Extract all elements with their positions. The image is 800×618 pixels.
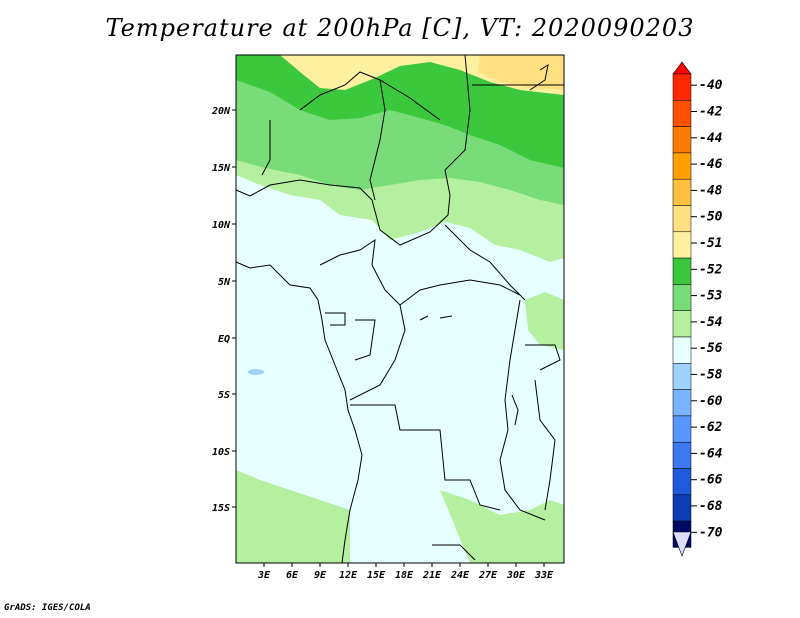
lon-label: 33E [534, 570, 554, 581]
legend-label: -51 [699, 236, 722, 251]
legend-swatch [672, 152, 692, 180]
legend-label: -66 [699, 473, 723, 488]
legend-swatch [672, 126, 692, 154]
legend-swatch [672, 178, 692, 206]
border-line [235, 54, 471, 246]
map-title: Temperature at 200hPa [C], VT: 202009020… [105, 14, 695, 42]
lon-label: 3E [257, 570, 271, 581]
legend-label: -42 [699, 105, 723, 120]
lon-label: 21E [422, 570, 442, 581]
legend-swatch [672, 100, 692, 127]
coastline [235, 261, 363, 564]
legend-top-cap [672, 61, 692, 75]
fill-green-se [440, 490, 564, 563]
lon-label: 12E [339, 570, 358, 581]
lon-label: 24E [450, 570, 470, 581]
fill-blue-spot [248, 369, 264, 375]
lon-label: 6E [286, 570, 299, 581]
lon-ticks [263, 563, 545, 567]
lat-label: 10S [212, 447, 230, 458]
border-line [525, 344, 561, 371]
legend-swatch [672, 415, 692, 443]
border-line [354, 319, 376, 361]
legend-swatch [672, 73, 692, 101]
legend-swatch [672, 257, 692, 285]
lon-label: 9E [314, 570, 327, 581]
border-line [299, 71, 441, 121]
legend-bottom-cap [672, 531, 692, 557]
legend-label: -70 [699, 525, 723, 540]
border-line [261, 120, 271, 176]
legend-label: -52 [699, 262, 723, 277]
lat-ticks [232, 109, 236, 508]
legend-swatch [672, 310, 692, 338]
legend-label: -44 [699, 131, 723, 146]
legend-swatch [672, 336, 692, 364]
legend-swatch [672, 363, 692, 390]
legend-label: -50 [699, 210, 723, 225]
legend-swatch [672, 389, 692, 417]
legend-label: -56 [699, 341, 723, 356]
lon-labels: 3E 6E 9E 12E 15E 18E 21E 24E 27E 30E 33E [257, 570, 554, 581]
lat-labels: 20N 15N 10N 5N EQ 5S 10S 15S [211, 106, 231, 514]
lat-label: 10N [212, 220, 231, 231]
lat-label: 5S [218, 390, 230, 401]
border-line [529, 63, 549, 91]
legend-label: -64 [699, 446, 723, 461]
border-line [419, 315, 453, 321]
map-frame [235, 54, 565, 564]
lat-label: 15N [212, 163, 231, 174]
border-line [444, 224, 526, 301]
border-line [325, 312, 346, 326]
lat-label: EQ [218, 334, 230, 345]
legend-swatch [672, 441, 692, 469]
legend-swatch [672, 231, 692, 259]
lat-label: 15S [212, 503, 230, 514]
legend-swatch [672, 494, 692, 522]
lon-label: 15E [367, 570, 386, 581]
border-line [432, 544, 476, 561]
fill-green-east [525, 292, 564, 350]
country-borders [235, 54, 564, 564]
lat-label: 5N [218, 277, 231, 288]
legend-swatch [672, 205, 692, 233]
legend-label: -53 [699, 289, 723, 304]
legend-label: -62 [699, 420, 723, 435]
lon-label: 30E [506, 570, 526, 581]
border-line [534, 379, 556, 511]
border-line [369, 79, 386, 201]
legend-label: -46 [699, 157, 723, 172]
legend-label: -60 [699, 394, 723, 409]
border-line [499, 299, 546, 521]
lon-label: 27E [478, 570, 498, 581]
legend-label: -68 [699, 499, 723, 514]
legend-swatch [672, 468, 692, 496]
legend-label: -48 [699, 183, 723, 198]
border-line [511, 394, 519, 426]
lat-label: 20N [211, 106, 231, 117]
legend-swatch [672, 284, 692, 311]
legend-label: -58 [699, 367, 723, 382]
legend-label: -40 [699, 78, 723, 93]
color-legend: -40 -42 -44 -46 -48 -50 -51 -52 -53 -54 -56 -58 -60 -… [672, 61, 723, 557]
border-line [350, 404, 501, 511]
map-panel: 20N 15N 10N 5N EQ 5S 10S 15S 3E 6E 9E 12… [211, 54, 565, 581]
grads-credit: GrADS: IGES/COLA [4, 603, 91, 613]
legend-label: -54 [699, 315, 723, 330]
border-line [319, 238, 521, 306]
lon-label: 18E [395, 570, 414, 581]
border-line [349, 304, 406, 401]
fill-green-sw [236, 470, 350, 563]
